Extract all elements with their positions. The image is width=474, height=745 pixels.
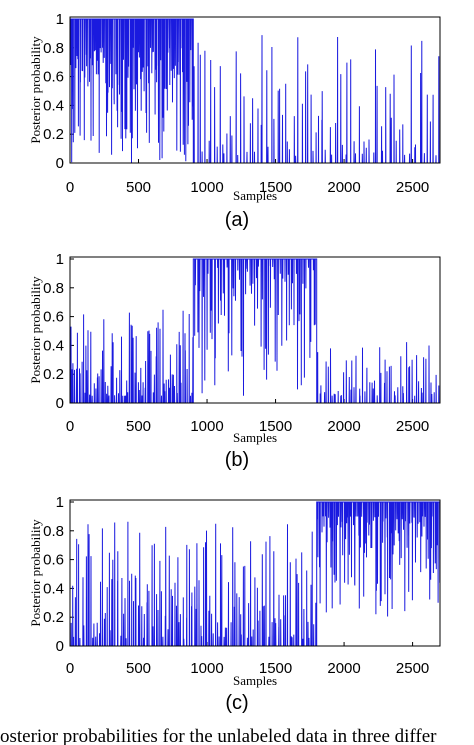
y-tick-label: 0.8	[43, 280, 64, 297]
x-tick-label: 2000	[327, 660, 360, 677]
x-tick-label: 2500	[396, 418, 429, 435]
y-tick-label: 0.2	[43, 366, 64, 383]
y-tick-label: 0.4	[43, 337, 64, 354]
y-tick-label: 1	[56, 251, 64, 268]
series-line	[70, 18, 440, 164]
panel-label: (a)	[225, 209, 249, 231]
chart-panel-c: 0 0.2 0.4 0.6 0.8 1 0 500 1000 1500 2000 2500 Sample…	[28, 494, 441, 714]
chart-panel-a: 0 0.2 0.4 0.6 0.8 1 0 500 1000 1500 2000 2500 Sample…	[28, 11, 441, 231]
x-axis-label: Samples	[233, 430, 277, 445]
x-tick-label: 1000	[190, 660, 223, 677]
x-tick-label: 2000	[327, 179, 360, 196]
y-tick-label: 0.6	[43, 552, 64, 569]
y-axis-label: Posterior probability	[28, 36, 43, 144]
y-tick-label: 0.8	[43, 40, 64, 57]
series-line	[70, 501, 441, 647]
x-tick-label: 1000	[190, 179, 223, 196]
plot-frame	[69, 16, 441, 164]
x-tick-label: 500	[126, 179, 151, 196]
x-tick-label: 1000	[190, 418, 223, 435]
chart-panel-b: 0 0.2 0.4 0.6 0.8 1 0 500 1000 1500 2000 2500 Sample…	[28, 251, 441, 471]
x-tick-label: 2000	[327, 418, 360, 435]
x-tick-label: 2500	[396, 660, 429, 677]
x-tick-label: 1500	[259, 179, 292, 196]
y-tick-label: 0	[56, 638, 64, 655]
x-tick-label: 500	[126, 660, 151, 677]
y-tick-label: 0	[56, 155, 64, 172]
plot-frame	[69, 499, 441, 647]
y-tick-label: 0.6	[43, 69, 64, 86]
plot-frame	[69, 256, 441, 404]
y-tick-label: 0.4	[43, 97, 64, 114]
x-tick-label: 0	[66, 418, 74, 435]
y-tick-label: 0.4	[43, 580, 64, 597]
x-tick-label: 0	[66, 179, 74, 196]
panel-label: (b)	[225, 449, 249, 471]
y-tick-label: 0	[56, 395, 64, 412]
x-tick-label: 1500	[259, 660, 292, 677]
x-tick-label: 0	[66, 660, 74, 677]
y-axis-label: Posterior probability	[28, 276, 43, 384]
x-tick-label: 1500	[259, 418, 292, 435]
y-tick-label: 1	[56, 11, 64, 28]
y-tick-label: 1	[56, 494, 64, 511]
y-tick-label: 0.6	[43, 309, 64, 326]
x-axis-label: Samples	[233, 188, 277, 203]
y-tick-label: 0.8	[43, 523, 64, 540]
y-tick-label: 0.2	[43, 126, 64, 143]
y-tick-label: 0.2	[43, 609, 64, 626]
panel-label: (c)	[225, 692, 248, 714]
x-tick-label: 500	[126, 418, 151, 435]
figure-caption: osterior probabilities for the unlabeled…	[0, 726, 437, 745]
x-axis-label: Samples	[233, 673, 277, 688]
x-tick-label: 2500	[396, 179, 429, 196]
series-line	[70, 258, 440, 404]
y-axis-label: Posterior probability	[28, 519, 43, 627]
